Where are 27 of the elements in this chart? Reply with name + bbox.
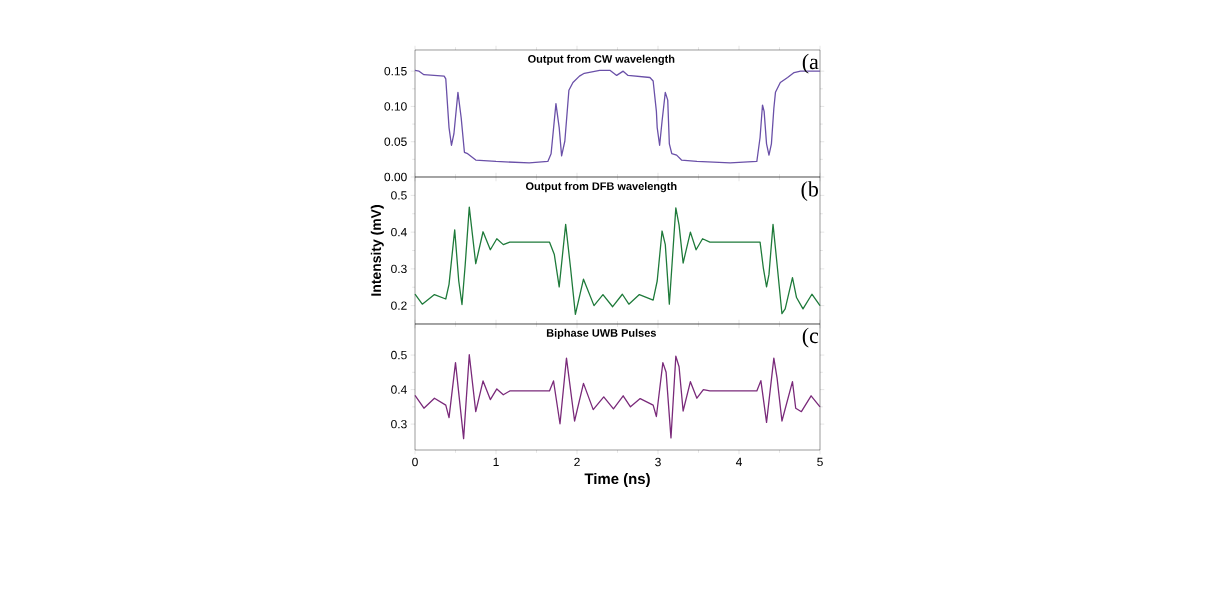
y-tick-label: 0.4 [391, 385, 407, 394]
y-tick-label: 0.5 [391, 350, 407, 360]
y-tick-label: 0.2 [391, 301, 407, 310]
x-tick-label: 3 [655, 457, 661, 467]
annotation: (a [802, 53, 819, 74]
x-tick-label: 0 [412, 457, 418, 467]
x-tick-label: 1 [493, 457, 499, 466]
y-tick-label: 0.00 [384, 172, 407, 182]
x-tick-label: 4 [735, 457, 742, 466]
annotation: (c [802, 327, 819, 348]
x-tick-label: 2 [574, 457, 580, 467]
x-tick-label: 5 [817, 457, 823, 467]
line-series [414, 206, 821, 316]
y-tick-label: 0.15 [384, 66, 407, 76]
y-tick-label: 0.05 [384, 137, 407, 146]
annotation: (b [801, 181, 818, 202]
chart-title: Output from CW wavelength [528, 54, 675, 66]
y-tick-label: 0.5 [391, 191, 407, 200]
y-axis-title: Intensity (mV) [370, 205, 384, 296]
chart-title: Biphase UWB Pulses [546, 328, 656, 339]
chart-title: Output from DFB wavelength [525, 181, 677, 193]
y-tick-label: 0.4 [391, 227, 407, 237]
y-tick-label: 0.10 [384, 102, 407, 111]
line-series [414, 354, 821, 440]
y-tick-label: 0.3 [391, 264, 407, 274]
y-tick-label: 0.3 [391, 419, 407, 429]
x-axis-title: Time (ns) [584, 473, 650, 487]
